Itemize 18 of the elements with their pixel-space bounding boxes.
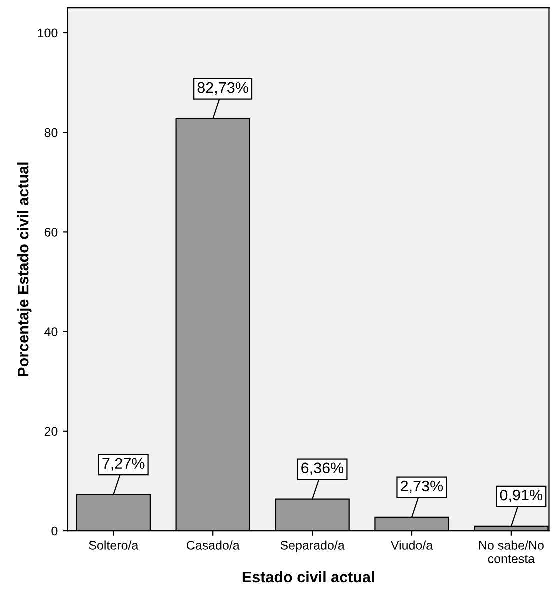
y-tick-label: 0 bbox=[52, 526, 58, 536]
data-label: 82,73% bbox=[198, 82, 248, 96]
y-tick-label: 40 bbox=[44, 328, 58, 336]
data-label: 0,91% bbox=[500, 490, 543, 503]
y-axis-title: Porcentaje Estado civil actual bbox=[18, 162, 32, 376]
x-tick-label: Soltero/a bbox=[89, 540, 139, 550]
x-tick-label: Casado/a bbox=[186, 540, 240, 550]
data-label: 2,73% bbox=[401, 480, 444, 494]
y-tick-label: 80 bbox=[44, 128, 58, 138]
x-axis-title: Estado civil actual bbox=[242, 571, 374, 583]
y-tick-label: 60 bbox=[44, 228, 58, 237]
x-tick-label: Viudo/a bbox=[390, 540, 434, 550]
data-label: 7,27% bbox=[102, 458, 145, 471]
x-tick-label: Separado/a bbox=[280, 540, 345, 552]
x-tick-label: No sabe/No contesta bbox=[479, 540, 544, 564]
data-label: 6,36% bbox=[302, 462, 344, 476]
y-tick-label: 100 bbox=[38, 28, 58, 38]
y-tick-label: 20 bbox=[44, 427, 58, 436]
